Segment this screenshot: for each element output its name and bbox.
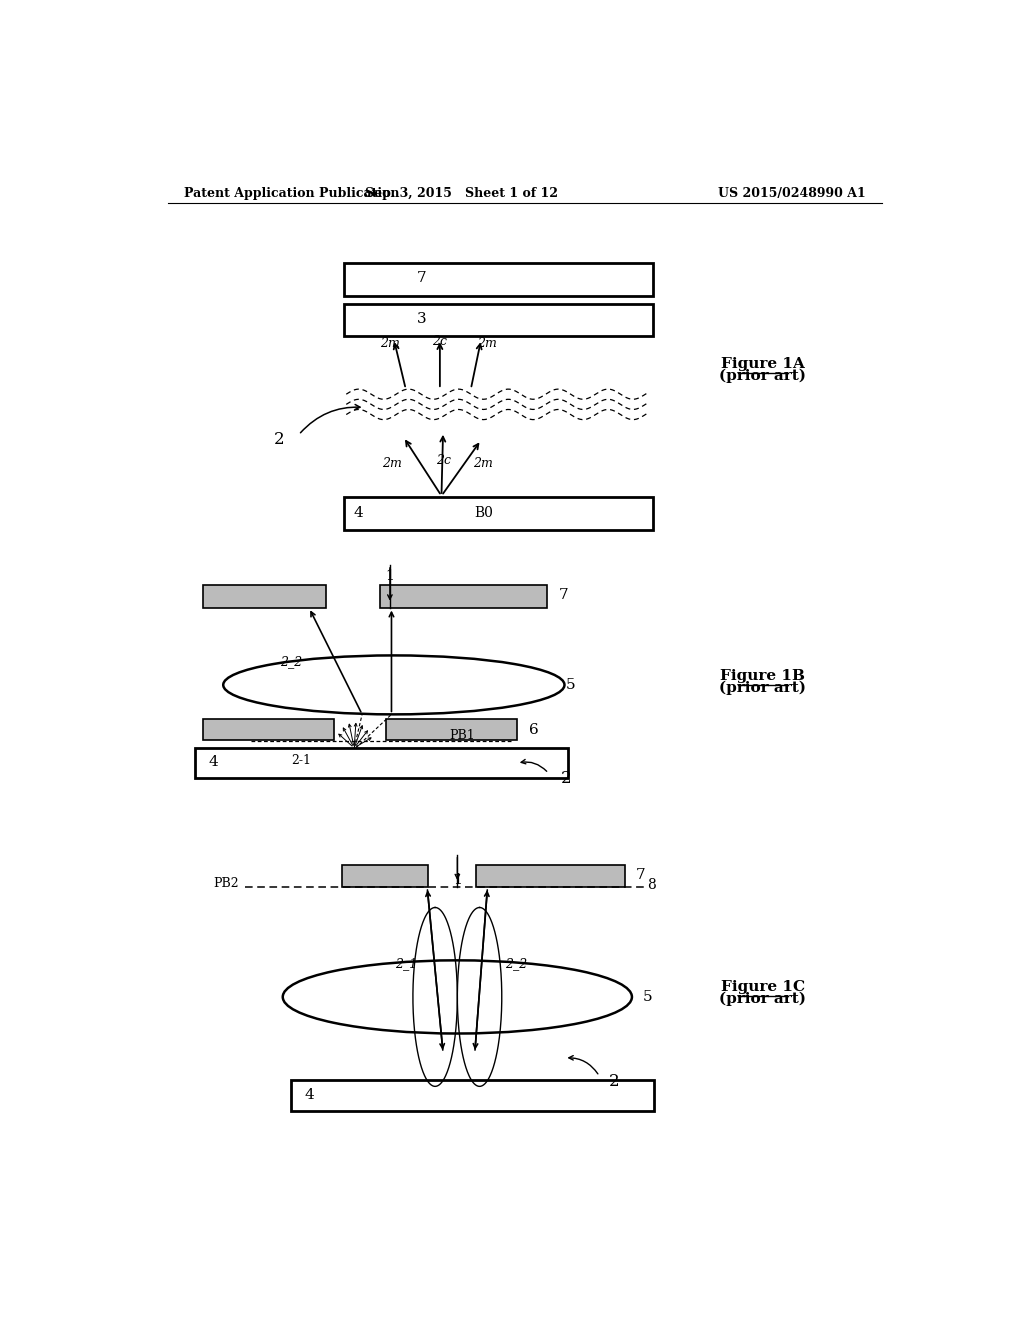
Text: 7: 7	[636, 869, 645, 882]
Text: 7: 7	[417, 272, 426, 285]
Text: 2m: 2m	[473, 457, 494, 470]
Bar	[342, 865, 428, 887]
Text: 8: 8	[647, 878, 655, 892]
Text: PB2: PB2	[213, 876, 240, 890]
Text: 1: 1	[453, 873, 462, 887]
Bar	[386, 719, 517, 739]
Bar	[380, 585, 547, 607]
Text: 2m: 2m	[382, 457, 402, 470]
Bar	[344, 304, 653, 337]
Text: 4: 4	[353, 506, 364, 520]
Text: (prior art): (prior art)	[720, 681, 806, 696]
Bar	[475, 865, 625, 887]
Bar	[291, 1080, 654, 1110]
Bar	[196, 748, 568, 779]
Text: 2c: 2c	[435, 454, 451, 467]
Text: 2: 2	[609, 1073, 620, 1090]
Text: 2-1: 2-1	[291, 754, 311, 767]
Text: Figure 1C: Figure 1C	[721, 979, 805, 994]
Bar	[204, 719, 334, 739]
Text: 2m: 2m	[380, 337, 399, 350]
Text: US 2015/0248990 A1: US 2015/0248990 A1	[718, 187, 866, 199]
Text: 1: 1	[385, 569, 394, 583]
Text: 2_1: 2_1	[395, 957, 418, 970]
Text: 2: 2	[273, 432, 284, 449]
Text: 6: 6	[528, 722, 539, 737]
Text: Figure 1B: Figure 1B	[720, 669, 806, 682]
Bar	[204, 585, 327, 607]
Ellipse shape	[223, 656, 564, 714]
Text: 2c: 2c	[432, 335, 447, 348]
Text: Sep. 3, 2015   Sheet 1 of 12: Sep. 3, 2015 Sheet 1 of 12	[365, 187, 558, 199]
Bar	[344, 496, 653, 531]
Text: (prior art): (prior art)	[720, 368, 806, 383]
Text: 2_2: 2_2	[505, 957, 527, 970]
Text: 3: 3	[417, 312, 426, 326]
Text: 5: 5	[566, 678, 575, 692]
Text: 4: 4	[304, 1088, 313, 1101]
Text: 2: 2	[560, 770, 571, 787]
Ellipse shape	[283, 961, 632, 1034]
Text: PB1: PB1	[450, 729, 475, 742]
Text: (prior art): (prior art)	[720, 991, 806, 1006]
Text: Figure 1A: Figure 1A	[721, 356, 805, 371]
Text: B0: B0	[474, 506, 493, 520]
Bar	[344, 263, 653, 296]
Text: 5: 5	[642, 990, 652, 1005]
Text: 2_2: 2_2	[281, 655, 303, 668]
Text: 4: 4	[209, 755, 218, 770]
Text: 2m: 2m	[477, 337, 497, 350]
Text: 7: 7	[559, 589, 568, 602]
Text: Patent Application Publication: Patent Application Publication	[183, 187, 399, 199]
